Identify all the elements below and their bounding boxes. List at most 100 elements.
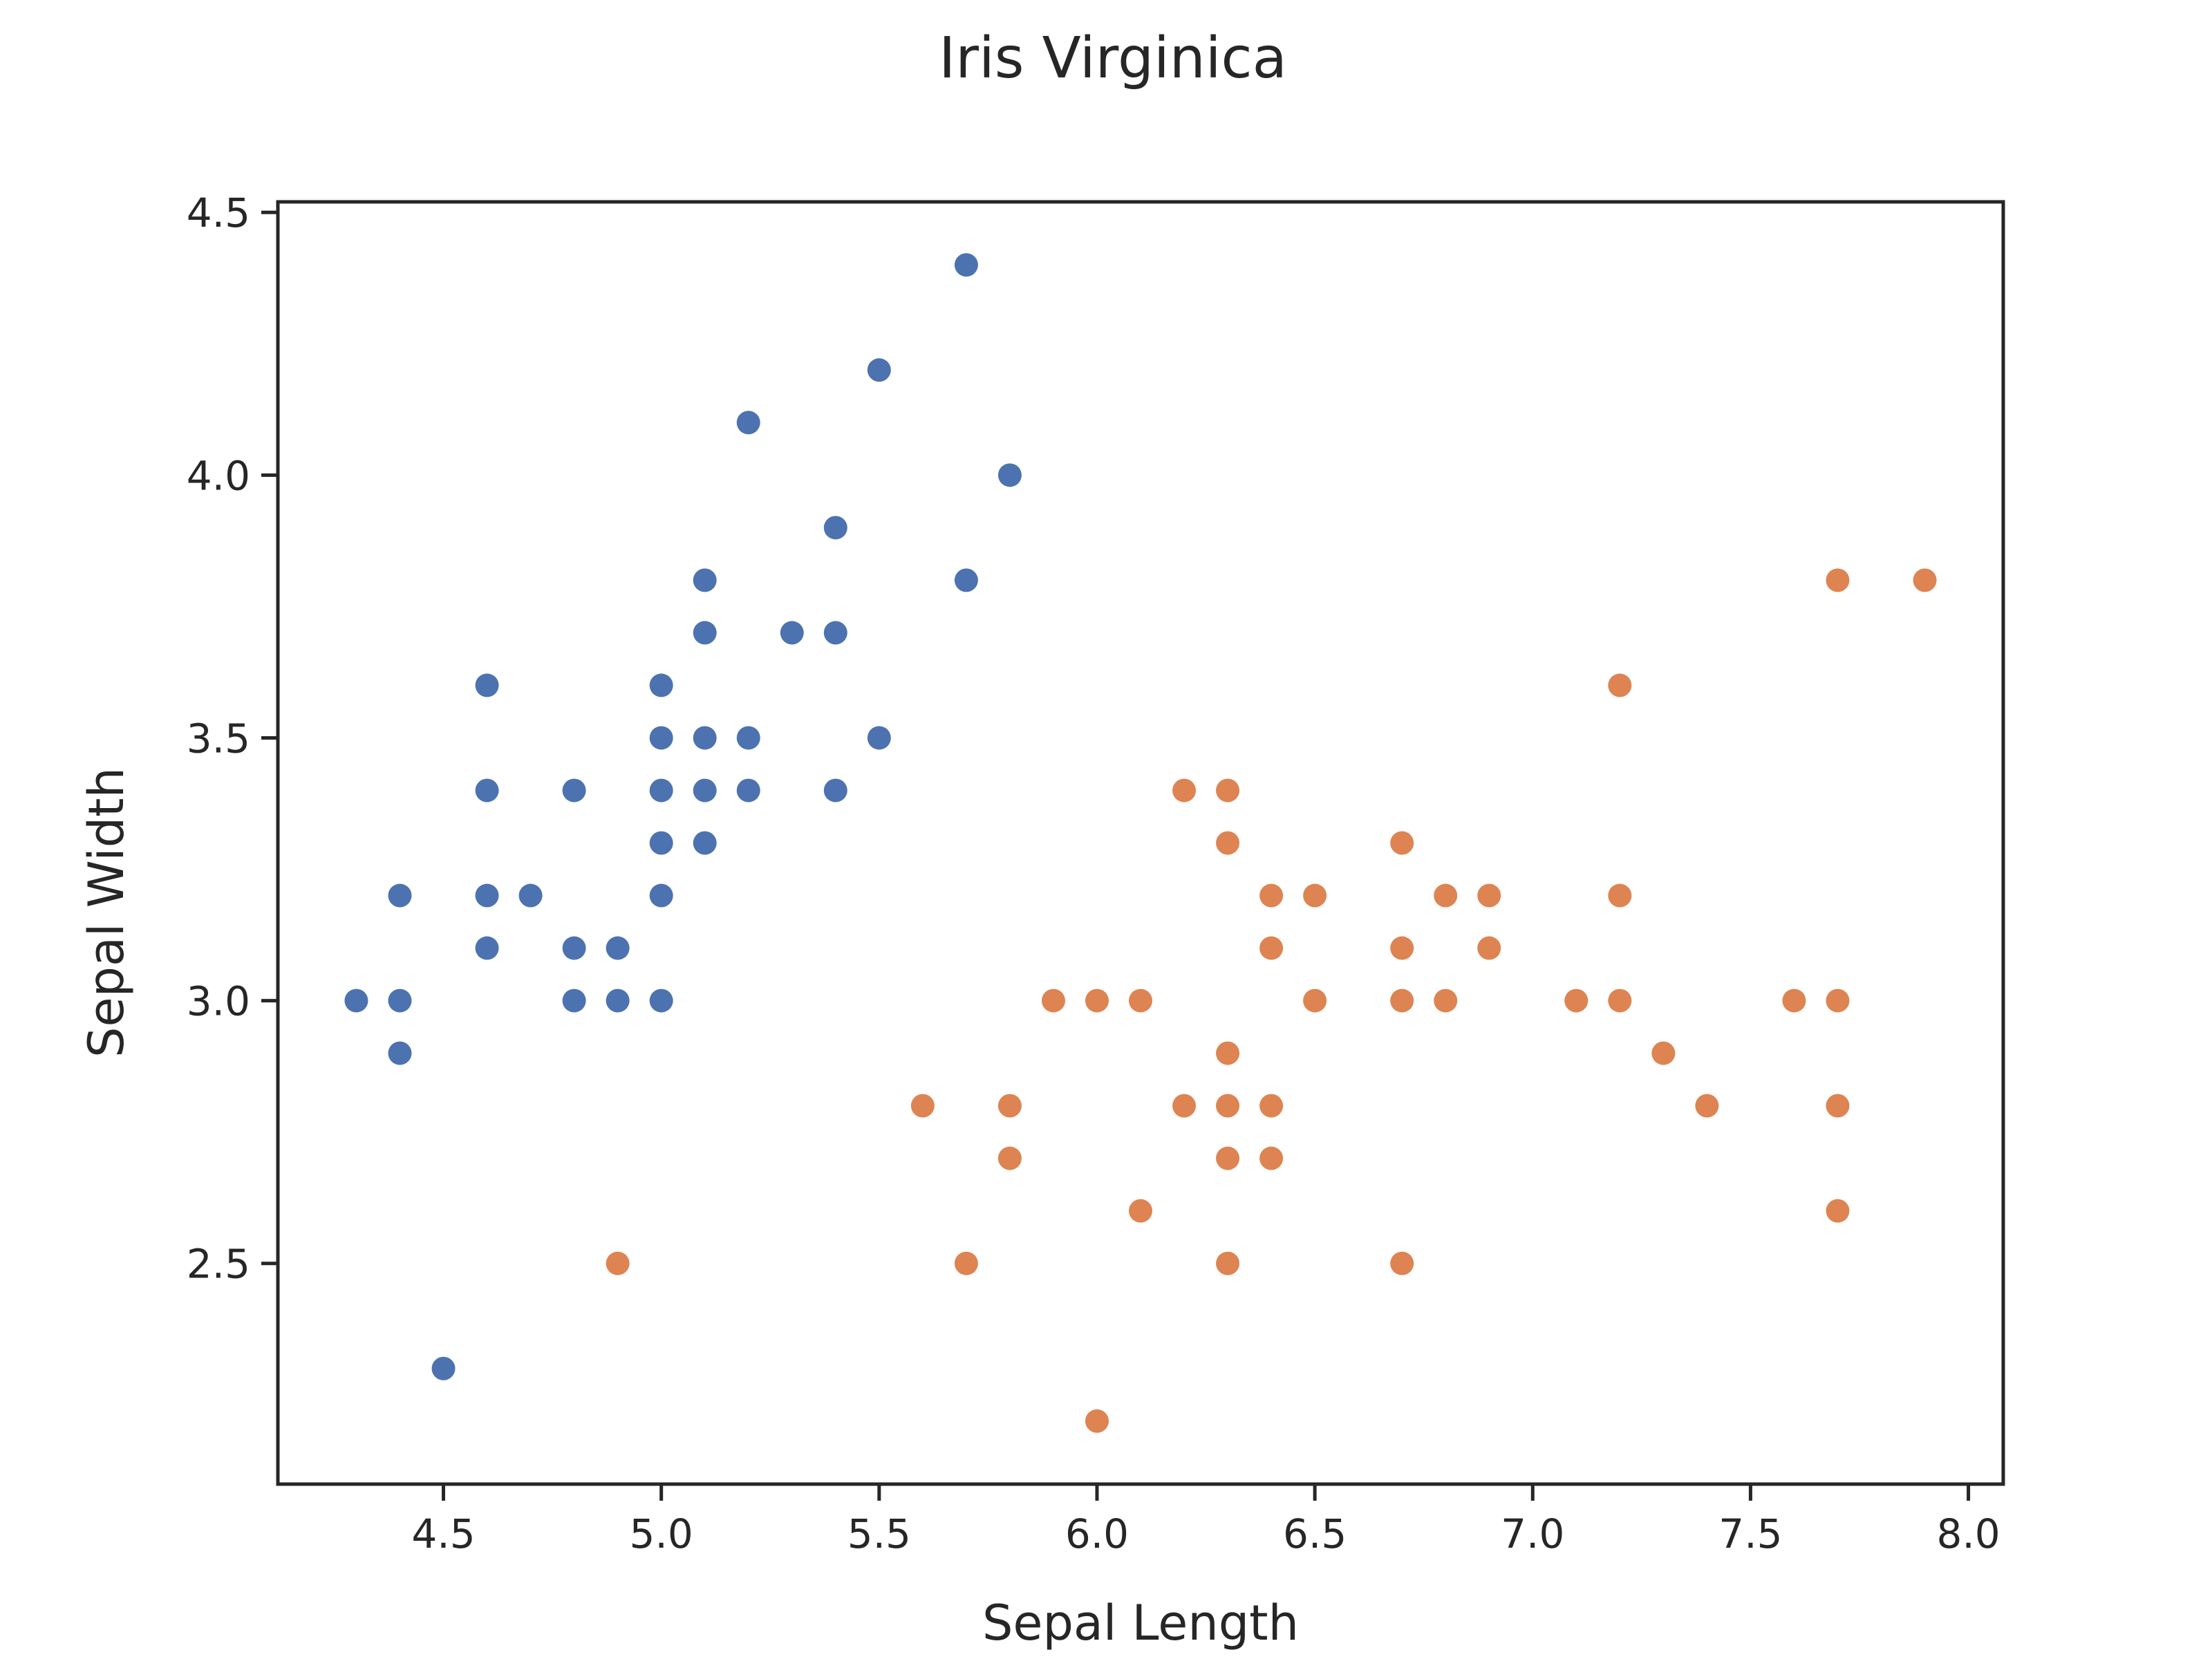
x-tick-label: 6.5 bbox=[1283, 1510, 1347, 1557]
data-point bbox=[1041, 988, 1065, 1013]
data-point bbox=[1172, 778, 1197, 803]
x-tick-label: 5.5 bbox=[847, 1510, 911, 1557]
y-axis-label: Sepal Width bbox=[78, 767, 135, 1058]
data-point bbox=[562, 936, 586, 960]
data-point bbox=[693, 568, 717, 592]
data-point bbox=[823, 778, 847, 803]
data-point bbox=[1477, 936, 1501, 960]
data-point bbox=[1826, 1094, 1850, 1118]
data-point bbox=[1695, 1094, 1719, 1118]
data-point bbox=[1651, 1041, 1676, 1065]
data-point bbox=[1826, 1199, 1850, 1223]
data-point bbox=[736, 778, 760, 803]
data-point bbox=[867, 358, 891, 382]
data-point bbox=[1129, 1199, 1152, 1223]
data-point bbox=[388, 1041, 412, 1065]
data-point bbox=[823, 516, 847, 540]
data-point bbox=[997, 1146, 1022, 1170]
data-point bbox=[1216, 831, 1240, 855]
data-point bbox=[1826, 568, 1850, 592]
data-point bbox=[1390, 988, 1414, 1013]
data-point bbox=[954, 1251, 978, 1275]
data-point bbox=[1172, 1094, 1197, 1118]
data-point bbox=[954, 568, 978, 592]
data-point bbox=[693, 831, 717, 855]
data-points bbox=[344, 253, 1937, 1433]
data-point bbox=[693, 778, 717, 803]
x-tick-label: 8.0 bbox=[1936, 1510, 2000, 1557]
y-tick-label: 3.0 bbox=[187, 978, 250, 1025]
data-point bbox=[997, 1094, 1022, 1118]
data-point bbox=[736, 411, 760, 435]
x-tick-label: 5.0 bbox=[630, 1510, 693, 1557]
data-point bbox=[1216, 1041, 1240, 1065]
data-point bbox=[1259, 936, 1284, 960]
chart-title: Iris Virginica bbox=[939, 26, 1287, 91]
data-point bbox=[1216, 1251, 1240, 1275]
data-point bbox=[649, 883, 673, 908]
data-point bbox=[649, 988, 673, 1013]
axis-ticks: 4.5 5.0 5.5 6.0 6.5 7.0 7.5 8.0 2.5 3.0 3.5 4.0 4.5 bbox=[187, 189, 2000, 1557]
data-point bbox=[562, 988, 586, 1013]
data-point bbox=[606, 936, 630, 960]
x-tick-label: 6.0 bbox=[1065, 1510, 1129, 1557]
data-point bbox=[1390, 936, 1414, 960]
series-1 bbox=[606, 568, 1937, 1433]
y-tick-label: 4.0 bbox=[187, 452, 250, 499]
data-point bbox=[1085, 988, 1109, 1013]
data-point bbox=[1216, 778, 1240, 803]
data-point bbox=[910, 1094, 935, 1118]
data-point bbox=[736, 726, 760, 750]
data-point bbox=[606, 1251, 630, 1275]
data-point bbox=[823, 621, 847, 645]
y-tick-label: 3.5 bbox=[187, 715, 250, 762]
data-point bbox=[649, 673, 673, 697]
plot-frame bbox=[276, 200, 2005, 1486]
data-point bbox=[606, 988, 630, 1013]
data-point bbox=[1259, 883, 1284, 908]
data-point bbox=[475, 778, 499, 803]
y-tick-label: 2.5 bbox=[187, 1241, 250, 1288]
data-point bbox=[954, 253, 978, 277]
data-point bbox=[649, 778, 673, 803]
data-point bbox=[1259, 1094, 1284, 1118]
x-axis-label: Sepal Length bbox=[982, 1595, 1299, 1651]
data-point bbox=[997, 463, 1022, 487]
data-point bbox=[693, 726, 717, 750]
data-point bbox=[1129, 988, 1152, 1013]
data-point bbox=[1216, 1146, 1240, 1170]
data-point bbox=[431, 1356, 456, 1380]
data-point bbox=[867, 726, 891, 750]
x-tick-label: 7.0 bbox=[1501, 1510, 1564, 1557]
data-point bbox=[649, 831, 673, 855]
data-point bbox=[780, 621, 804, 645]
data-point bbox=[475, 936, 499, 960]
data-point bbox=[344, 988, 368, 1013]
data-point bbox=[388, 883, 412, 908]
data-point bbox=[388, 988, 412, 1013]
data-point bbox=[1390, 831, 1414, 855]
data-point bbox=[693, 621, 717, 645]
data-point bbox=[1434, 988, 1458, 1013]
data-point bbox=[1303, 988, 1327, 1013]
data-point bbox=[1608, 673, 1632, 697]
data-point bbox=[1782, 988, 1806, 1013]
x-tick-label: 7.5 bbox=[1718, 1510, 1782, 1557]
data-point bbox=[518, 883, 543, 908]
data-point bbox=[1259, 1146, 1284, 1170]
data-point bbox=[1216, 1094, 1240, 1118]
series-0 bbox=[344, 253, 1022, 1380]
data-point bbox=[1608, 988, 1632, 1013]
data-point bbox=[649, 726, 673, 750]
x-tick-label: 4.5 bbox=[411, 1510, 475, 1557]
data-point bbox=[475, 883, 499, 908]
data-point bbox=[1564, 988, 1588, 1013]
data-point bbox=[562, 778, 586, 803]
data-point bbox=[1434, 883, 1458, 908]
data-point bbox=[1477, 883, 1501, 908]
data-point bbox=[1913, 568, 1937, 592]
data-point bbox=[1608, 883, 1632, 908]
data-point bbox=[475, 673, 499, 697]
data-point bbox=[1826, 988, 1850, 1013]
